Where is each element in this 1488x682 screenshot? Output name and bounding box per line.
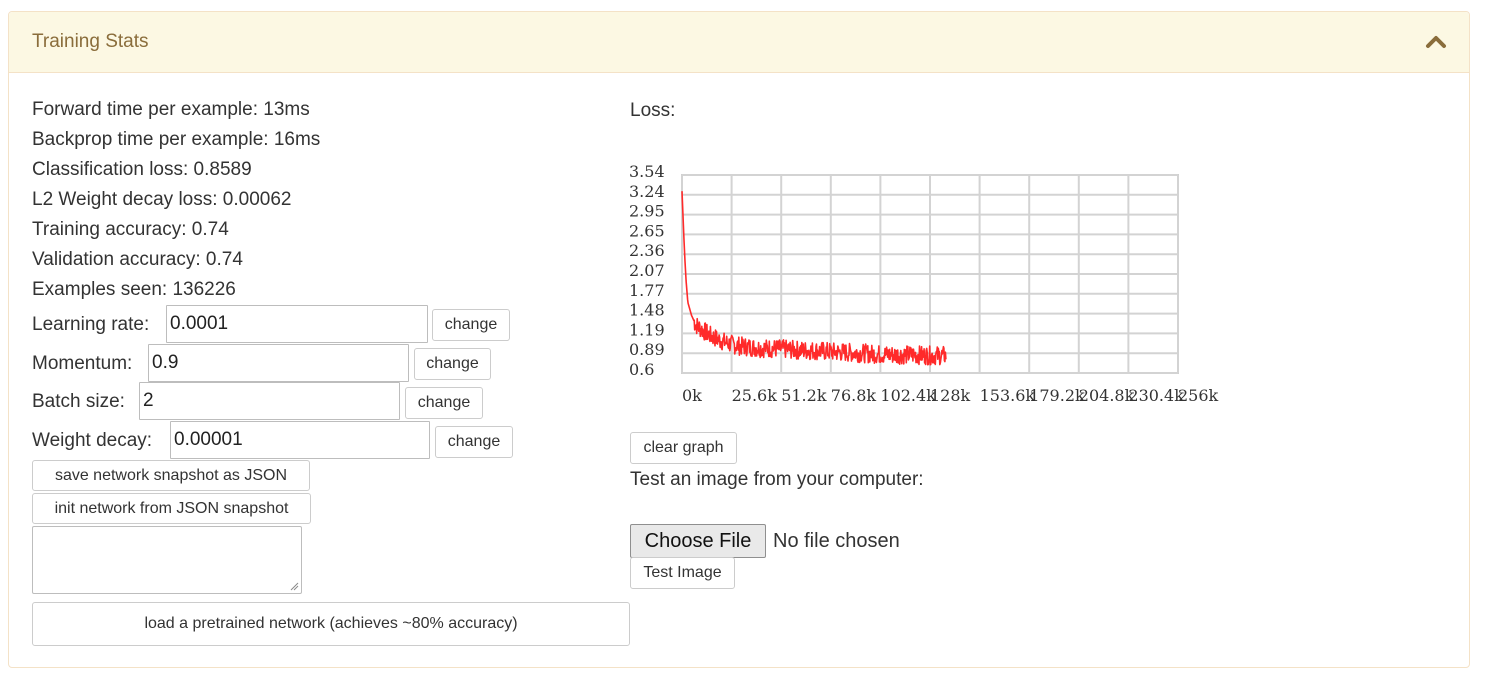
training-accuracy-stat: Training accuracy: 0.74	[32, 219, 229, 240]
load-pretrained-button[interactable]: load a pretrained network (achieves ~80%…	[32, 602, 630, 646]
file-status-text: No file chosen	[773, 530, 900, 552]
panel-heading[interactable]: Training Stats	[9, 12, 1469, 73]
weight-decay-input[interactable]	[170, 421, 430, 459]
loss-label: Loss:	[630, 100, 676, 121]
l2-loss-stat: L2 Weight decay loss: 0.00062	[32, 189, 292, 210]
momentum-change-button[interactable]: change	[414, 348, 491, 380]
resize-grip-icon[interactable]	[289, 581, 299, 591]
clear-graph-button[interactable]: clear graph	[630, 432, 737, 464]
learning-rate-label: Learning rate:	[32, 314, 150, 335]
x-tick-label: 25.6k	[732, 386, 778, 405]
x-tick-label: 51.2k	[781, 386, 827, 405]
y-tick-label: 0.6	[629, 360, 654, 379]
validation-accuracy-stat: Validation accuracy: 0.74	[32, 249, 243, 270]
classification-loss-stat: Classification loss: 0.8589	[32, 159, 252, 180]
loss-chart: 3.543.242.952.652.362.071.771.481.190.89…	[629, 162, 1219, 405]
test-image-label: Test an image from your computer:	[630, 469, 924, 490]
y-tick-label: 3.24	[629, 182, 665, 201]
x-tick-label: 179.2k	[1029, 386, 1085, 405]
x-tick-label: 230.4k	[1128, 386, 1184, 405]
panel-title: Training Stats	[32, 31, 149, 52]
y-tick-label: 2.95	[629, 202, 665, 221]
examples-seen-stat: Examples seen: 136226	[32, 279, 236, 300]
x-tick-label: 76.8k	[831, 386, 877, 405]
batch-size-change-button[interactable]: change	[405, 387, 483, 419]
y-tick-label: 0.89	[629, 340, 665, 359]
momentum-label: Momentum:	[32, 353, 133, 374]
x-tick-label: 204.8k	[1079, 386, 1135, 405]
x-tick-label: 128k	[930, 386, 971, 405]
y-tick-label: 1.77	[629, 281, 665, 300]
y-tick-label: 3.54	[629, 162, 665, 181]
weight-decay-label: Weight decay:	[32, 430, 153, 451]
save-snapshot-button[interactable]: save network snapshot as JSON	[32, 460, 310, 491]
x-tick-label: 102.4k	[880, 386, 936, 405]
y-tick-label: 2.65	[629, 221, 665, 240]
choose-file-button[interactable]: Choose File	[630, 524, 766, 558]
forward-time-stat: Forward time per example: 13ms	[32, 99, 310, 120]
init-snapshot-button[interactable]: init network from JSON snapshot	[32, 493, 311, 524]
backprop-time-stat: Backprop time per example: 16ms	[32, 129, 321, 150]
y-tick-label: 2.07	[629, 261, 665, 280]
snapshot-json-textarea[interactable]	[32, 526, 302, 594]
learning-rate-input[interactable]	[166, 305, 428, 343]
y-tick-label: 1.19	[629, 320, 665, 339]
x-tick-label: 256k	[1178, 386, 1219, 405]
momentum-input[interactable]	[148, 344, 409, 382]
x-tick-label: 153.6k	[980, 386, 1036, 405]
batch-size-input[interactable]	[139, 382, 400, 420]
batch-size-label: Batch size:	[32, 391, 125, 412]
test-image-button[interactable]: Test Image	[630, 557, 735, 589]
y-tick-label: 1.48	[629, 301, 665, 320]
weight-decay-change-button[interactable]: change	[435, 426, 513, 458]
learning-rate-change-button[interactable]: change	[432, 309, 510, 341]
x-tick-label: 0k	[682, 386, 702, 405]
loss-series-line	[681, 191, 947, 366]
y-tick-label: 2.36	[629, 241, 665, 260]
chevron-up-icon[interactable]	[1425, 32, 1447, 50]
